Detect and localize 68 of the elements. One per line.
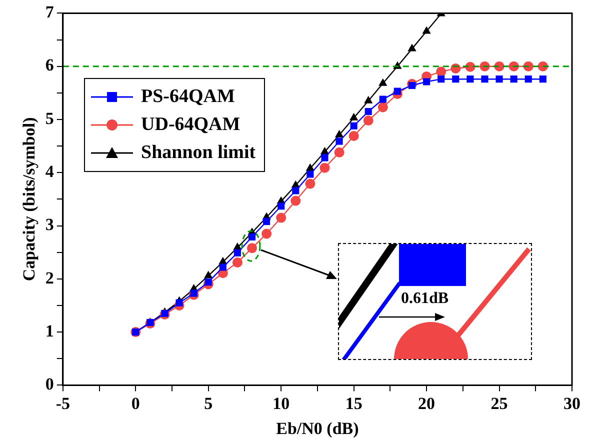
point [204,278,212,286]
point [466,76,474,83]
point [334,130,344,138]
point [234,249,241,256]
point [204,270,213,278]
point [481,76,488,83]
y-axis-title: Capacity (bits/symbol) [20,117,39,282]
x-axis-title: Eb/N0 (dB) [276,419,359,438]
y-tick-label: 4 [45,162,54,182]
point [539,76,546,83]
legend-label: UD-64QAM [141,114,240,136]
point [176,299,183,306]
point [219,264,226,271]
point [452,76,460,83]
point [350,122,358,130]
point [190,290,198,297]
point [524,76,532,83]
y-tick-label: 5 [45,108,54,128]
legend-label: PS-64QAM [141,86,235,108]
legend-label: Shannon limit [141,142,256,164]
point [321,154,328,162]
point [349,112,358,120]
point [336,138,343,145]
point [262,228,272,239]
x-tick-label: 15 [345,394,362,413]
point [305,178,316,189]
point [438,76,445,83]
y-tick-label: 1 [45,321,54,340]
point [276,212,286,223]
point [292,187,300,194]
point [363,116,374,126]
point [263,218,270,226]
y-tick-label: 7 [45,2,54,22]
x-tick-label: 0 [131,394,140,413]
annotation: 0.61dB [401,290,449,308]
x-tick-label: 10 [272,394,290,413]
point [364,108,372,116]
point [496,76,503,83]
x-tick-label: 30 [564,394,580,413]
y-tick-label: 6 [45,56,54,75]
point [278,202,285,210]
x-tick-label: 5 [204,394,213,413]
magnified-inset: 0.61dB [338,243,532,360]
point [408,44,416,52]
point [510,76,518,83]
point [232,257,242,268]
point [320,162,330,173]
point [378,102,388,112]
point [248,233,256,240]
point [364,96,373,104]
y-tick-label: 0 [45,374,54,394]
y-tick-label: 3 [45,215,54,234]
point [290,196,301,206]
point [394,88,401,95]
y-tick-label: 2 [45,268,54,288]
point [334,147,344,158]
point [422,26,431,34]
point [379,96,386,103]
x-tick-label: 25 [490,394,508,413]
point [378,78,388,86]
point [408,82,416,90]
point [423,78,430,86]
point [306,170,314,178]
x-tick-label: 20 [418,394,436,413]
point [161,310,168,317]
point [436,66,446,77]
x-tick-label: -5 [56,394,70,413]
point [348,130,359,141]
